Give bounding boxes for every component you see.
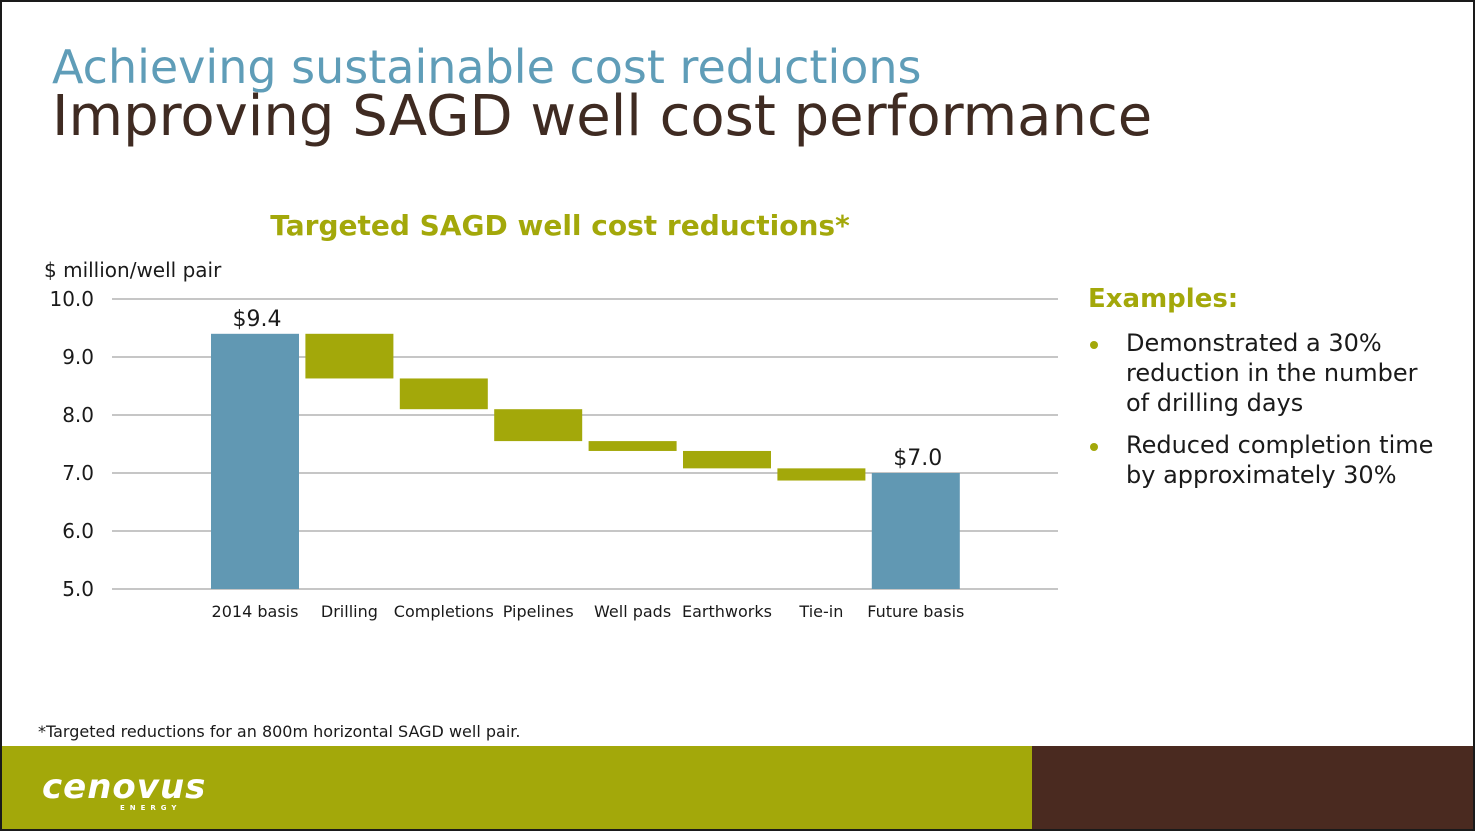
example-text: Reduced completion time by approximately… xyxy=(1126,431,1434,489)
y-tick-labels: 10.0 9.0 8.0 7.0 6.0 5.0 xyxy=(49,287,94,601)
y-tick-label: 5.0 xyxy=(62,577,94,601)
cenovus-logo: cenovus ENERGY xyxy=(42,767,206,812)
x-tick-label: Tie-in xyxy=(798,602,843,621)
waterfall-chart: Targeted SAGD well cost reductions* $ mi… xyxy=(44,209,1058,621)
x-tick-label: Completions xyxy=(394,602,494,621)
example-item: Reduced completion time by approximately… xyxy=(1088,430,1448,490)
x-tick-label: Future basis xyxy=(867,602,964,621)
reduction-bar xyxy=(305,333,394,379)
bars xyxy=(211,333,960,589)
chart-title: Targeted SAGD well cost reductions* xyxy=(270,209,850,242)
data-labels: $9.4 $7.0 xyxy=(233,307,943,471)
x-tick-label: Pipelines xyxy=(503,602,574,621)
footer-band: cenovus ENERGY xyxy=(2,746,1473,829)
logo-wordmark: cenovus xyxy=(42,767,206,807)
y-tick-label: 9.0 xyxy=(62,345,94,369)
examples-title: Examples: xyxy=(1088,284,1239,314)
reduction-bar xyxy=(777,468,866,481)
examples-panel: Examples: Demonstrated a 30% reduction i… xyxy=(1088,284,1448,502)
footer-brown-block xyxy=(1032,746,1473,829)
y-tick-label: 10.0 xyxy=(49,287,94,311)
y-axis-label: $ million/well pair xyxy=(44,258,222,282)
example-item: Demonstrated a 30% reduction in the numb… xyxy=(1088,328,1448,418)
y-tick-label: 6.0 xyxy=(62,519,94,543)
reduction-bar xyxy=(494,409,583,442)
reduction-bar xyxy=(399,378,488,410)
bar-value-label: $9.4 xyxy=(233,307,282,332)
slide-headline: Improving SAGD well cost performance xyxy=(52,84,1153,149)
reduction-bar xyxy=(588,441,677,451)
x-tick-label: Drilling xyxy=(321,602,378,621)
x-tick-label: Earthworks xyxy=(682,602,772,621)
logo-subtext: ENERGY xyxy=(120,804,181,812)
y-tick-label: 8.0 xyxy=(62,403,94,427)
y-tick-label: 7.0 xyxy=(62,461,94,485)
footnote: *Targeted reductions for an 800m horizon… xyxy=(38,722,521,741)
x-tick-label: 2014 basis xyxy=(212,602,299,621)
footer-green-block: cenovus ENERGY xyxy=(2,746,1032,829)
bar-value-label: $7.0 xyxy=(893,446,942,471)
slide-kicker: Achieving sustainable cost reductions xyxy=(52,40,922,94)
x-tick-labels: 2014 basis Drilling Completions Pipelines We… xyxy=(212,602,965,621)
total-bar xyxy=(211,333,299,589)
total-bar xyxy=(871,473,960,589)
bullet-dot-icon xyxy=(1090,341,1098,349)
example-text: Demonstrated a 30% reduction in the numb… xyxy=(1126,329,1418,417)
x-tick-label: Well pads xyxy=(594,602,671,621)
bullet-dot-icon xyxy=(1090,443,1098,451)
reduction-bar xyxy=(683,450,771,469)
